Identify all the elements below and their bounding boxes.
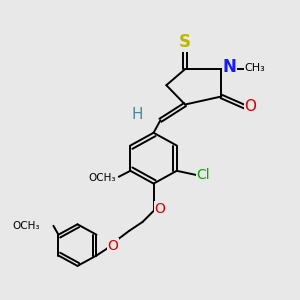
Text: OCH₃: OCH₃	[13, 221, 40, 231]
Text: CH₃: CH₃	[244, 63, 265, 73]
Text: O: O	[244, 99, 256, 114]
Text: O: O	[155, 202, 166, 216]
Text: H: H	[132, 107, 143, 122]
Text: O: O	[107, 239, 118, 253]
Text: S: S	[179, 33, 191, 51]
Text: N: N	[223, 58, 237, 76]
Text: Cl: Cl	[197, 168, 210, 182]
Text: OCH₃: OCH₃	[88, 173, 116, 183]
